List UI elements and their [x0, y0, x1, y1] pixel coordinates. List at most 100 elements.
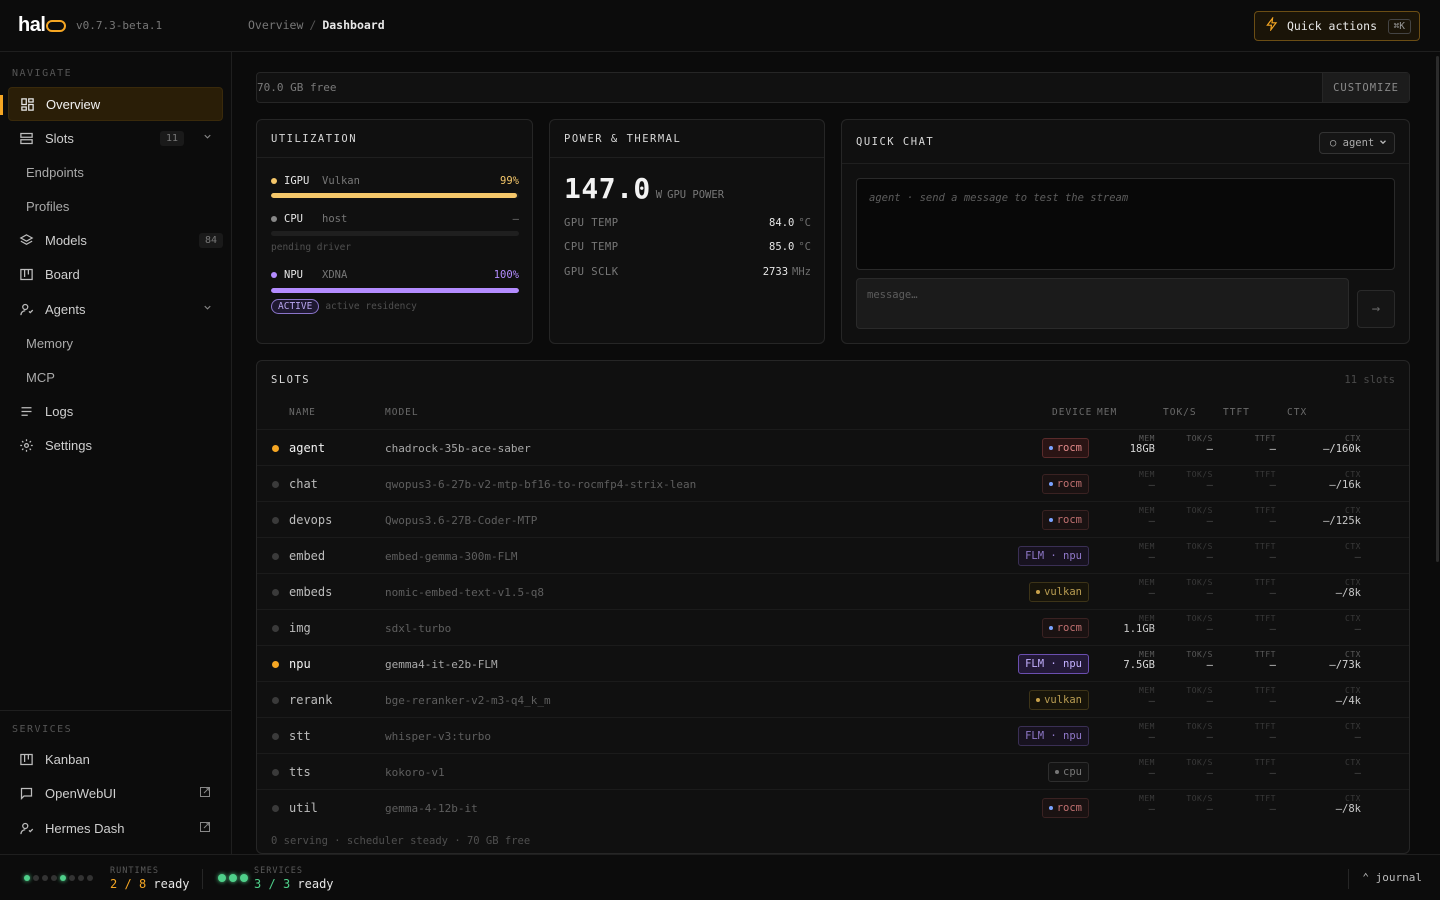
table-row[interactable]: tts kokoro-v1 cpu MEM — TOK/S — TTFT — CTX — [257, 753, 1409, 789]
sidebar-item-openwebui[interactable]: OpenWebUI [8, 776, 223, 810]
runtime-dot [42, 875, 48, 881]
sidebar-item-mcp[interactable]: MCP [26, 370, 55, 385]
services-status[interactable]: 3 / 3 ready [254, 877, 334, 891]
sidebar-item-kanban[interactable]: Kanban [8, 742, 223, 776]
sidebar-divider [0, 710, 231, 711]
col-header-ctx[interactable]: CTX [1287, 407, 1308, 418]
toks-cell: TOK/S — [1186, 722, 1213, 743]
breadcrumb-current: Dashboard [322, 18, 385, 32]
cell-label: MEM [1139, 686, 1155, 695]
util-name: NPU [284, 269, 303, 281]
col-header-mem[interactable]: MEM [1097, 407, 1118, 418]
col-header-name[interactable]: NAME [289, 407, 316, 418]
table-row[interactable]: agent chadrock-35b-ace-saber rocm MEM 18GB TO… [257, 429, 1409, 465]
table-row[interactable]: rerank bge-reranker-v2-m3-q4_k_m vulkan MEM… [257, 681, 1409, 717]
table-row[interactable]: stt whisper-v3:turbo FLM · npu MEM — TOK/S — TT… [257, 717, 1409, 753]
toks-cell: TOK/S — [1186, 794, 1213, 815]
sidebar-item-settings[interactable]: Settings [8, 428, 223, 462]
sidebar-item-agents[interactable]: Agents [8, 292, 223, 326]
mem-cell: MEM — [1139, 686, 1155, 707]
device-dot [1048, 626, 1053, 630]
sidebar-item-profiles[interactable]: Profiles [26, 199, 70, 214]
external-link-icon[interactable] [199, 821, 211, 836]
chevron-down-icon[interactable] [202, 302, 213, 316]
col-header-model[interactable]: MODEL [385, 407, 419, 418]
col-header-device[interactable]: DEVICE [1052, 407, 1093, 418]
cell-label: TTFT [1254, 578, 1276, 587]
cell-value: — [1206, 767, 1213, 779]
sidebar-item-slots[interactable]: Slots 11 [8, 121, 223, 155]
storage-bar: 70.0 GB free CUSTOMIZE [256, 72, 1410, 103]
cell-value: –/160k [1323, 443, 1361, 455]
cell-label: MEM [1139, 794, 1155, 803]
sidebar-item-board[interactable]: Board [8, 257, 223, 291]
table-row[interactable]: chat qwopus3-6-27b-v2-mtp-bf16-to-rocmfp4… [257, 465, 1409, 501]
cell-label: CTX [1345, 434, 1361, 443]
runtimes-sep: / [124, 877, 132, 891]
app-logo[interactable]: hal [18, 14, 67, 37]
sidebar-item-label: Agents [45, 301, 86, 317]
table-row[interactable]: npu gemma4-it-e2b-FLM FLM · npu MEM 7.5GB TOK… [257, 645, 1409, 681]
slot-status-dot [272, 805, 279, 812]
sidebar-item-overview[interactable]: Overview [8, 87, 223, 121]
cell-label: MEM [1139, 650, 1155, 659]
cell-value: — [1148, 695, 1155, 707]
col-header-ttft[interactable]: TTFT [1223, 407, 1250, 418]
cell-label: TTFT [1254, 506, 1276, 515]
chat-message-input[interactable]: message… [856, 278, 1349, 329]
slot-name: img [289, 621, 311, 635]
customize-button[interactable]: CUSTOMIZE [1322, 73, 1409, 102]
cell-label: TTFT [1254, 794, 1276, 803]
util-name: IGPU [284, 175, 310, 187]
cell-value: — [1269, 515, 1276, 527]
ctx-cell: CTX — [1345, 614, 1361, 635]
cell-label: TTFT [1254, 434, 1276, 443]
cell-value: –/125k [1323, 515, 1361, 527]
ctx-cell: CTX — [1345, 722, 1361, 743]
table-row[interactable]: img sdxl-turbo rocm MEM 1.1GB TOK/S — TTFT — CTX — [257, 609, 1409, 645]
cell-value: — [1148, 803, 1155, 815]
cell-label: CTX [1345, 506, 1361, 515]
send-button[interactable]: → [1357, 290, 1395, 328]
cell-value: –/8k [1335, 803, 1361, 815]
sidebar-item-label: OpenWebUI [45, 785, 117, 801]
ttft-cell: TTFT — [1255, 686, 1276, 707]
runtimes-status[interactable]: 2 / 8 ready [110, 877, 190, 891]
cell-label: TOK/S [1186, 722, 1213, 731]
main-scrollbar[interactable] [1434, 52, 1440, 854]
status-dot [271, 178, 277, 184]
col-header-toks[interactable]: TOK/S [1163, 407, 1197, 418]
util-bar-fill [271, 288, 519, 293]
sidebar-item-logs[interactable]: Logs [8, 394, 223, 428]
cell-value: — [1206, 803, 1213, 815]
quick-actions-button[interactable]: Quick actions ⌘K [1254, 11, 1420, 41]
breadcrumb-parent[interactable]: Overview [248, 18, 304, 32]
cell-value: — [1206, 623, 1213, 635]
agent-select[interactable]: ○ agent [1319, 132, 1395, 154]
sidebar-item-models[interactable]: Models 84 [8, 223, 223, 257]
sidebar-item-memory[interactable]: Memory [26, 336, 73, 351]
table-row[interactable]: devops Qwopus3.6-27B-Coder-MTP rocm MEM — TOK… [257, 501, 1409, 537]
device-label: cpu [1063, 766, 1082, 778]
chat-output: agent · send a message to test the strea… [856, 178, 1395, 270]
slot-status-dot [272, 625, 279, 632]
table-row[interactable]: util gemma-4-12b-it rocm MEM — TOK/S — TTFT — CTX… [257, 789, 1409, 825]
ttft-cell: TTFT — [1255, 578, 1276, 599]
cell-value: — [1206, 479, 1213, 491]
util-bar-cpu [271, 231, 519, 236]
ctx-cell: CTX –/125k [1323, 506, 1361, 527]
sidebar-item-hermes-dash[interactable]: Hermes Dash [8, 811, 223, 845]
chevron-down-icon[interactable] [202, 131, 213, 145]
scrollbar-thumb[interactable] [1436, 56, 1439, 562]
slot-status-dot [272, 481, 279, 488]
table-row[interactable]: embeds nomic-embed-text-v1.5-q8 vulkan MEM —… [257, 573, 1409, 609]
journal-toggle[interactable]: ⌃ journal [1362, 871, 1422, 884]
util-pct: 99% [500, 175, 519, 187]
external-link-icon[interactable] [199, 786, 211, 801]
runtime-dot [51, 875, 57, 881]
dashboard-icon [19, 96, 35, 112]
slot-model: bge-reranker-v2-m3-q4_k_m [385, 694, 551, 707]
sidebar-item-endpoints[interactable]: Endpoints [26, 165, 84, 180]
chat-icon [18, 785, 34, 801]
table-row[interactable]: embed embed-gemma-300m-FLM FLM · npu MEM — TO… [257, 537, 1409, 573]
